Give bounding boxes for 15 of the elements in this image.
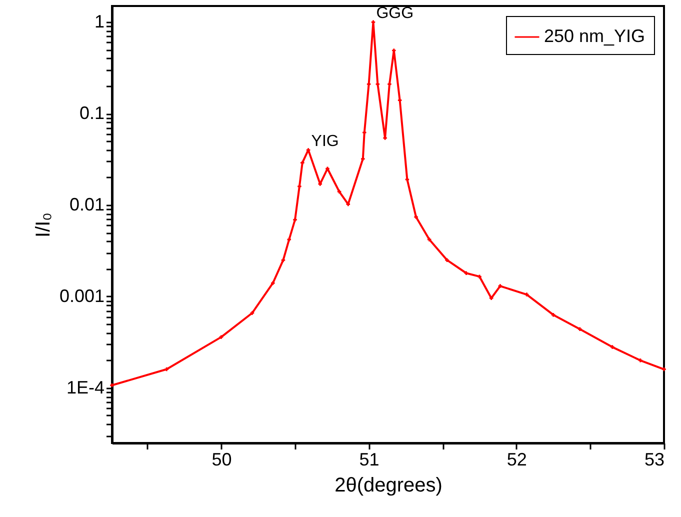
x-tick-label: 50 (212, 450, 232, 470)
y-tick-label: 1E-4 (66, 377, 104, 398)
y-axis-title: I/I₀ (32, 212, 54, 238)
y-tick-label: 0.01 (69, 194, 104, 215)
y-tick-label: 0.1 (79, 103, 104, 124)
line-series (110, 20, 666, 388)
x-tick-label: 51 (359, 450, 380, 470)
x-tick-label: 52 (506, 450, 527, 470)
x-tick-label: 53 (644, 450, 664, 470)
legend-label: 250 nm_YIG (544, 26, 646, 46)
x-axis-title: 2θ(degrees) (334, 474, 442, 496)
y-tick-label: 0.001 (59, 286, 104, 306)
y-tick-label: 1 (94, 12, 104, 32)
annotation: GGG (376, 5, 414, 22)
annotation: YIG (311, 132, 339, 150)
